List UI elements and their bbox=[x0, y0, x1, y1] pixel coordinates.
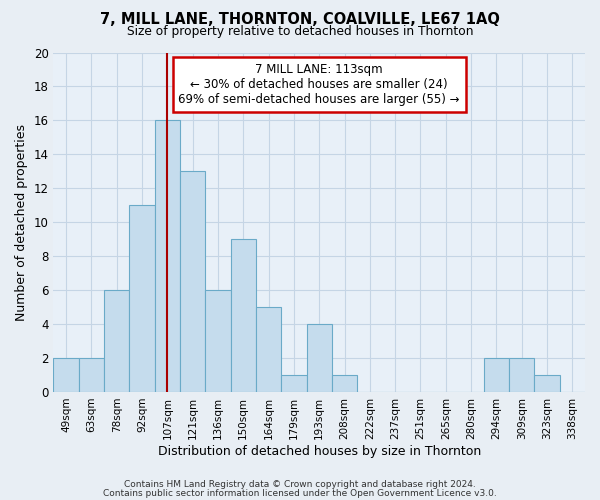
Bar bbox=[79, 358, 104, 392]
Y-axis label: Number of detached properties: Number of detached properties bbox=[15, 124, 28, 320]
Bar bbox=[180, 172, 205, 392]
Text: Contains public sector information licensed under the Open Government Licence v3: Contains public sector information licen… bbox=[103, 488, 497, 498]
Bar bbox=[230, 239, 256, 392]
Bar bbox=[256, 307, 281, 392]
Bar bbox=[307, 324, 332, 392]
Text: 7, MILL LANE, THORNTON, COALVILLE, LE67 1AQ: 7, MILL LANE, THORNTON, COALVILLE, LE67 … bbox=[100, 12, 500, 28]
Bar bbox=[332, 375, 357, 392]
Bar bbox=[104, 290, 130, 392]
Bar bbox=[130, 206, 155, 392]
Text: 7 MILL LANE: 113sqm
← 30% of detached houses are smaller (24)
69% of semi-detach: 7 MILL LANE: 113sqm ← 30% of detached ho… bbox=[178, 62, 460, 106]
Bar bbox=[281, 375, 307, 392]
Bar bbox=[509, 358, 535, 392]
Bar bbox=[155, 120, 180, 392]
Text: Size of property relative to detached houses in Thornton: Size of property relative to detached ho… bbox=[127, 25, 473, 38]
Bar bbox=[535, 375, 560, 392]
Bar bbox=[484, 358, 509, 392]
Text: Contains HM Land Registry data © Crown copyright and database right 2024.: Contains HM Land Registry data © Crown c… bbox=[124, 480, 476, 489]
X-axis label: Distribution of detached houses by size in Thornton: Distribution of detached houses by size … bbox=[158, 444, 481, 458]
Bar bbox=[205, 290, 230, 392]
Bar bbox=[53, 358, 79, 392]
